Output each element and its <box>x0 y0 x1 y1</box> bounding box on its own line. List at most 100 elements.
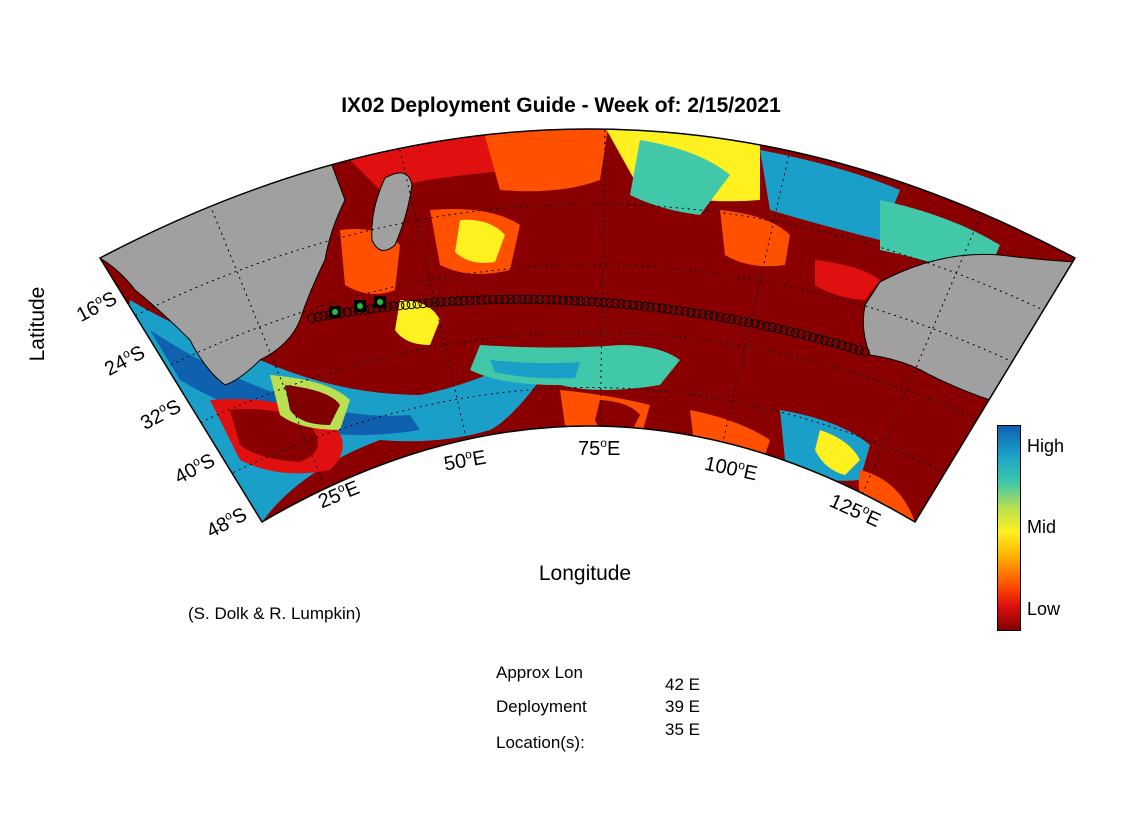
deployment-location: 35 E <box>665 720 700 739</box>
ocean-field-patches <box>125 129 1000 522</box>
track-marker <box>848 343 859 354</box>
track-marker <box>697 309 708 319</box>
track-marker <box>575 296 586 306</box>
track-marker <box>581 296 591 306</box>
track-marker <box>441 296 452 307</box>
deployment-markers <box>329 296 386 318</box>
track-marker <box>767 322 777 333</box>
track-marker <box>668 305 679 315</box>
map-title: IX02 Deployment Guide - Week of: 2/15/20… <box>341 94 781 117</box>
track-marker <box>570 296 580 306</box>
track-marker <box>727 314 737 324</box>
track-marker <box>842 342 853 352</box>
track-marker <box>558 295 568 305</box>
track-marker <box>622 299 632 310</box>
track-marker <box>412 299 422 309</box>
track-marker <box>756 320 766 330</box>
track-marker <box>470 295 481 305</box>
track-marker <box>860 347 870 357</box>
graticule <box>129 129 1061 501</box>
track-marker <box>389 301 399 311</box>
track-marker <box>703 310 714 320</box>
track-marker <box>529 294 539 305</box>
track-marker <box>552 295 562 305</box>
track-marker <box>814 334 824 344</box>
track-marker <box>587 297 597 307</box>
credit-text: (S. Dolk & R. Lumpkin) <box>188 604 361 623</box>
track-marker <box>744 317 754 328</box>
info-label-line1: Approx Lon <box>496 663 583 682</box>
track-marker <box>779 325 789 335</box>
track-marker <box>494 294 504 305</box>
track-marker <box>825 337 835 347</box>
colorbar-label-low: Low <box>1027 599 1061 619</box>
track-marker <box>692 308 702 318</box>
deployment-location: 42 E <box>665 675 700 694</box>
track-marker <box>418 298 428 309</box>
track-marker <box>593 297 603 307</box>
track-marker <box>634 300 644 311</box>
lon-hemisphere: E <box>606 438 621 460</box>
map-frame <box>98 128 1077 524</box>
info-label-line3: Location(s): <box>496 733 585 752</box>
track-marker <box>546 295 557 305</box>
colorbar-label-high: High <box>1027 436 1065 456</box>
track-marker <box>430 297 440 308</box>
track-marker <box>663 304 673 314</box>
track-marker <box>564 295 574 306</box>
track-marker <box>599 297 609 308</box>
deployment-marker-dot <box>332 309 338 315</box>
track-marker <box>761 321 772 331</box>
track-marker <box>796 329 806 339</box>
track-marker <box>459 296 469 306</box>
deployment-marker-dot <box>377 299 383 305</box>
track-marker <box>715 312 725 322</box>
colorbar <box>997 425 1021 631</box>
track-marker <box>686 307 696 317</box>
track-marker <box>488 294 498 305</box>
track-marker <box>651 302 661 313</box>
lon-tick-value: 75 <box>578 438 601 460</box>
track-marker <box>535 294 545 305</box>
track-marker <box>395 300 405 311</box>
madagascar-land <box>371 172 413 251</box>
track-marker <box>657 303 667 313</box>
track-marker <box>738 316 748 327</box>
track-marker <box>808 332 818 342</box>
track-marker <box>453 296 463 306</box>
info-label-line2: Deployment <box>496 697 587 716</box>
track-marker <box>523 294 533 305</box>
track-marker <box>837 340 847 350</box>
track-marker <box>773 324 783 334</box>
track-marker <box>721 313 731 323</box>
track-marker <box>854 345 864 355</box>
track-marker <box>831 338 841 349</box>
track-marker <box>517 294 527 304</box>
track-marker <box>639 301 650 311</box>
track-marker <box>604 298 615 308</box>
track-marker <box>645 302 655 312</box>
track-marker <box>790 328 801 338</box>
track-marker <box>785 326 795 337</box>
xbt-track-line <box>307 294 870 357</box>
track-marker <box>511 294 522 304</box>
track-marker <box>680 306 690 317</box>
track-marker <box>400 300 411 310</box>
track-marker <box>616 299 626 309</box>
track-marker <box>476 295 487 305</box>
track-marker <box>500 294 510 305</box>
track-marker <box>709 311 719 321</box>
track-marker <box>610 298 621 309</box>
deployment-marker-dot <box>357 303 363 309</box>
track-marker <box>313 312 323 322</box>
track-marker <box>307 313 317 323</box>
track-marker <box>342 307 352 317</box>
track-marker <box>819 335 830 345</box>
track-marker <box>505 294 516 305</box>
x-axis-label: Longitude <box>538 562 632 585</box>
track-marker <box>435 297 446 307</box>
track-marker <box>540 295 551 305</box>
track-marker <box>732 315 743 325</box>
landmasses <box>100 159 1075 401</box>
